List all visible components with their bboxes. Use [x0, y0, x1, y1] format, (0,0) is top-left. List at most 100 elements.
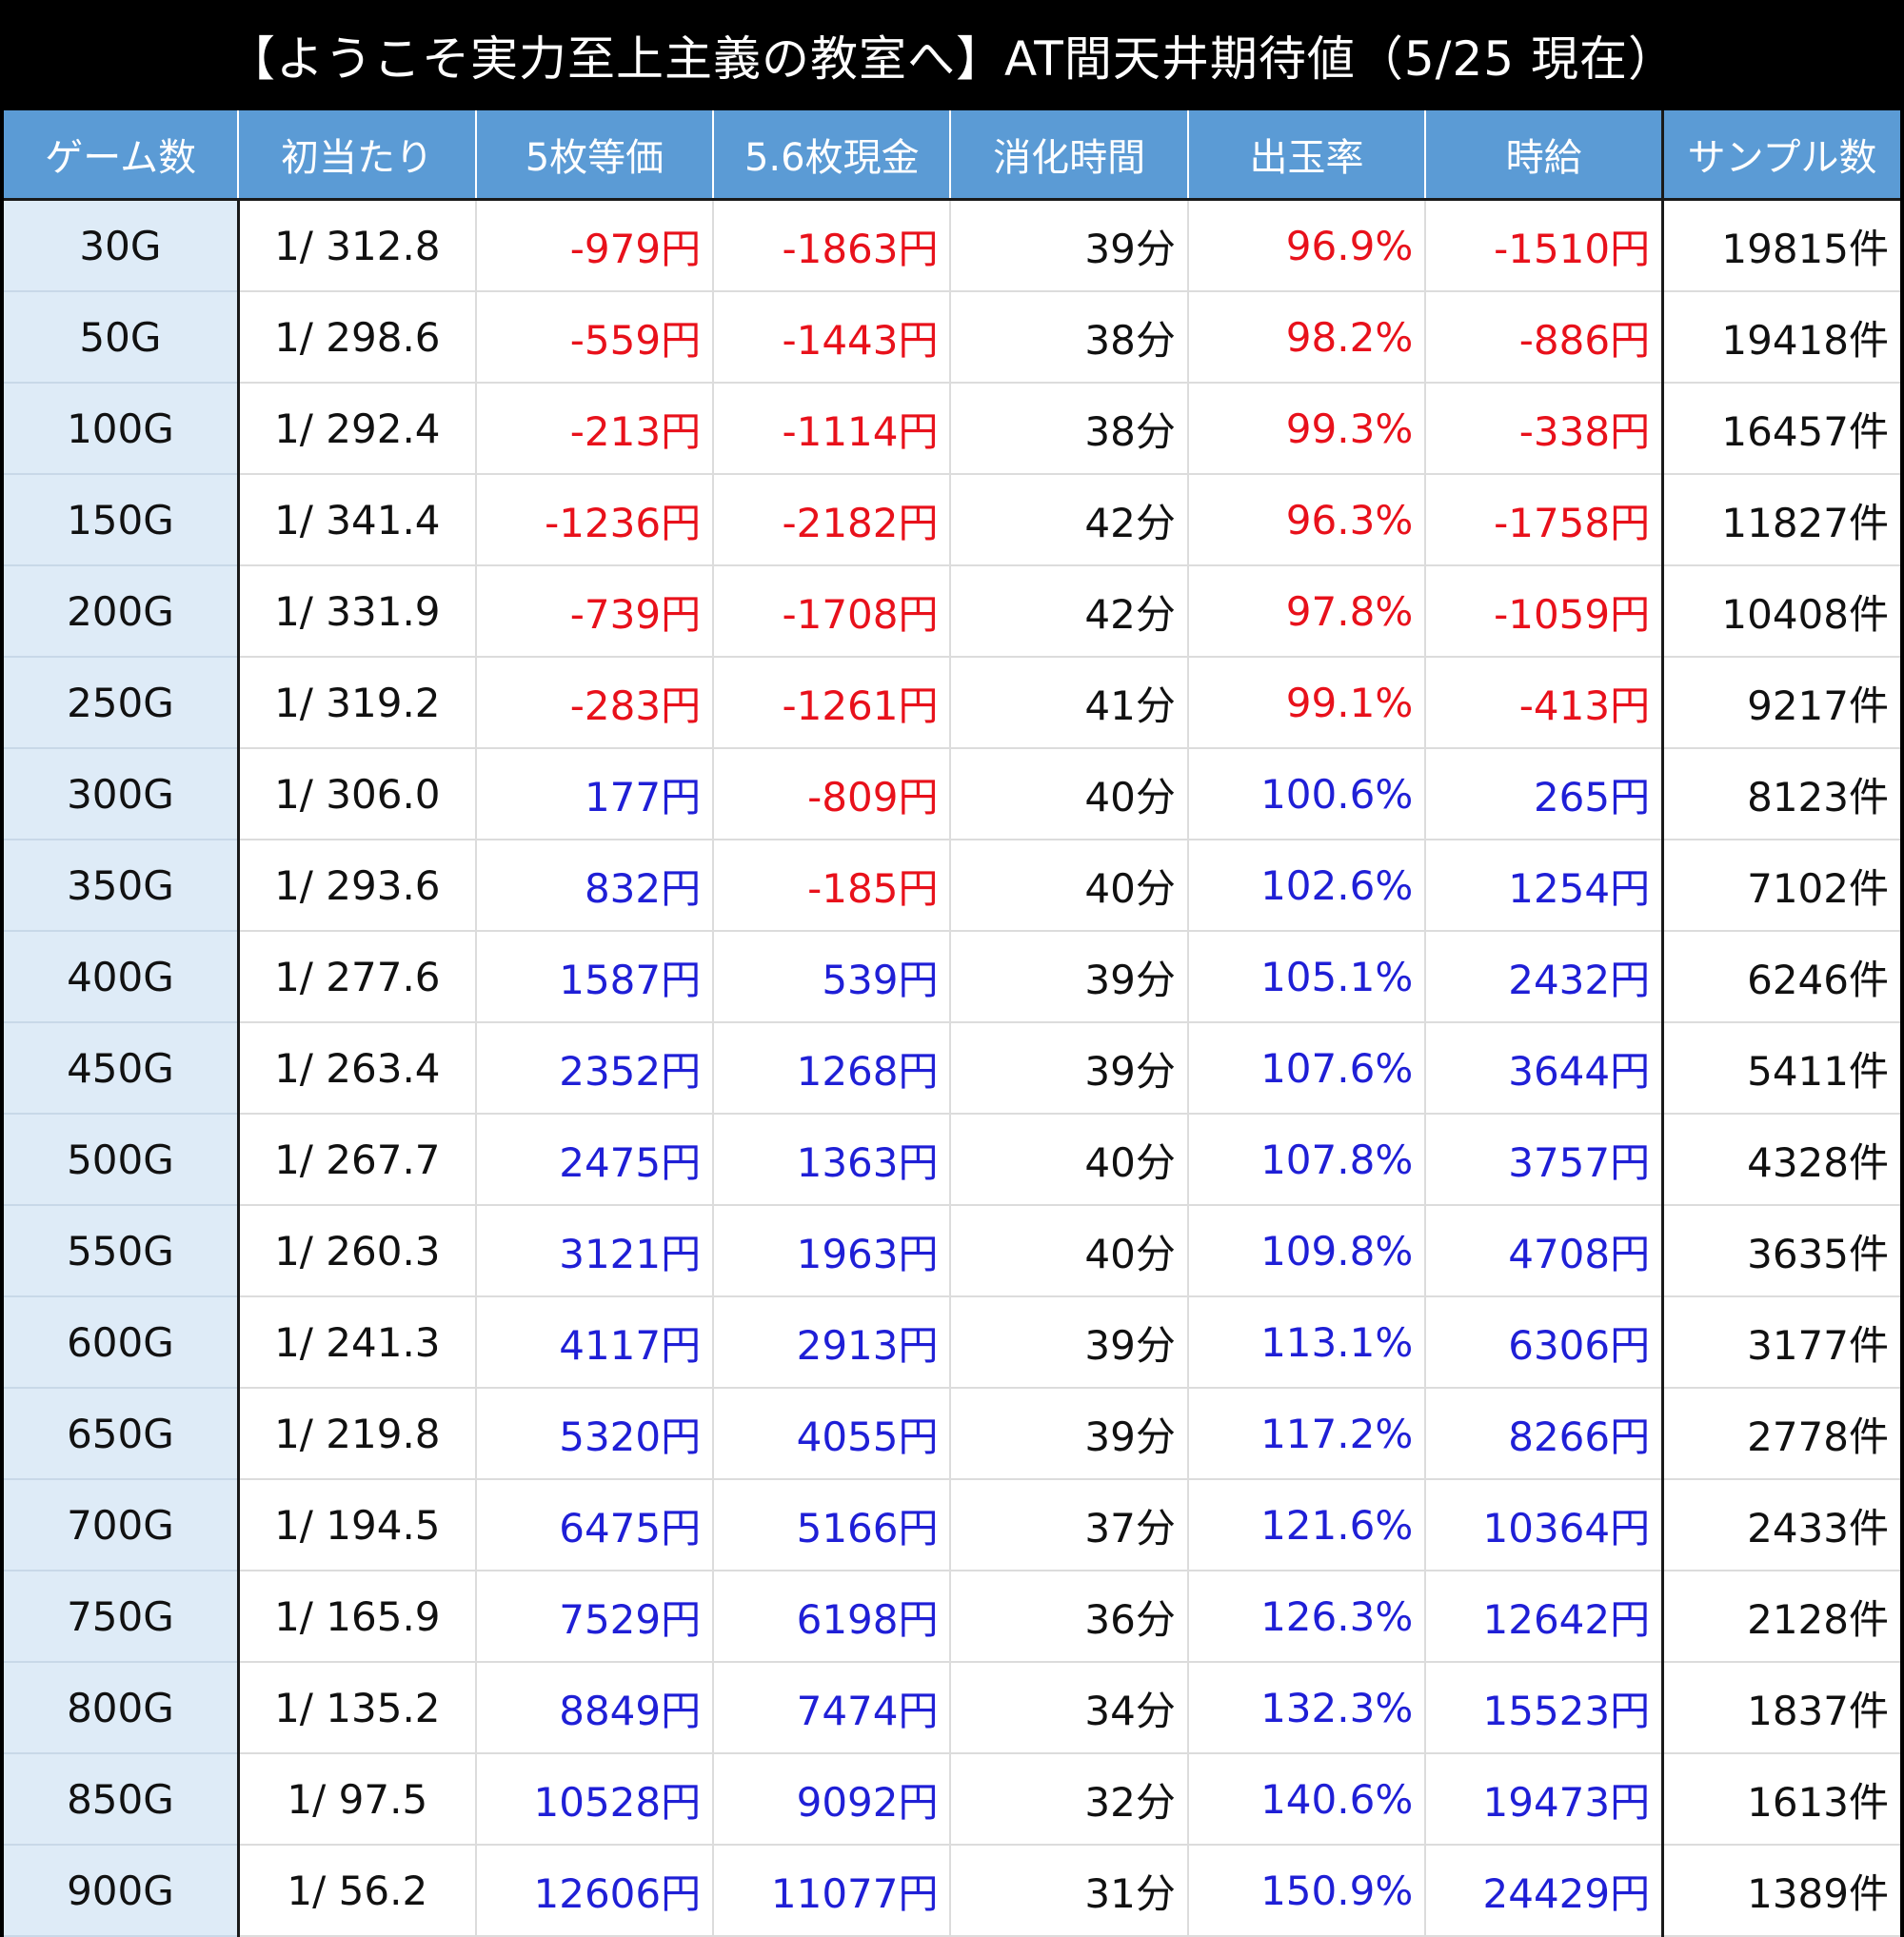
- payout-rate-cell: 126.3%: [1186, 1571, 1426, 1663]
- game-count-cell: 450G: [4, 1022, 240, 1115]
- header-sample-count: サンプル数: [1661, 110, 1900, 201]
- 5-6-coin-cash-cell: 7474円: [712, 1662, 951, 1754]
- game-count-cell: 50G: [4, 291, 240, 384]
- 5-coin-equal-cell: -1236円: [474, 474, 714, 566]
- payout-rate-cell: 107.6%: [1186, 1022, 1426, 1115]
- game-count-cell: 650G: [4, 1388, 240, 1480]
- header-game-count: ゲーム数: [4, 110, 239, 201]
- header-payout-rate: 出玉率: [1186, 110, 1426, 201]
- table-row: 150G 1/ 341.4 -1236円 -2182円 42分 96.3% -1758円 11…: [4, 474, 1900, 566]
- table-row: 650G 1/ 219.8 5320円 4055円 39分 117.2% 8266円 2778…: [4, 1388, 1900, 1480]
- first-hit-cell: 1/ 341.4: [237, 474, 476, 566]
- 5-6-coin-cash-cell: -809円: [712, 748, 951, 840]
- first-hit-cell: 1/ 306.0: [237, 748, 476, 840]
- play-time-cell: 39分: [949, 1388, 1188, 1480]
- payout-rate-cell: 113.1%: [1186, 1296, 1426, 1389]
- game-count-cell: 900G: [4, 1845, 240, 1937]
- hourly-wage-cell: 19473円: [1424, 1753, 1663, 1846]
- first-hit-cell: 1/ 267.7: [237, 1114, 476, 1206]
- 5-6-coin-cash-cell: 9092円: [712, 1753, 951, 1846]
- hourly-wage-cell: -886円: [1424, 291, 1663, 384]
- table-row: 100G 1/ 292.4 -213円 -1114円 38分 99.3% -338円 1645…: [4, 383, 1900, 475]
- first-hit-cell: 1/ 292.4: [237, 383, 476, 475]
- first-hit-cell: 1/ 298.6: [237, 291, 476, 384]
- table-row: 450G 1/ 263.4 2352円 1268円 39分 107.6% 3644円 5411…: [4, 1022, 1900, 1115]
- first-hit-cell: 1/ 56.2: [237, 1845, 476, 1937]
- first-hit-cell: 1/ 241.3: [237, 1296, 476, 1389]
- payout-rate-cell: 99.3%: [1186, 383, 1426, 475]
- play-time-cell: 40分: [949, 1205, 1188, 1297]
- table-row: 30G 1/ 312.8 -979円 -1863円 39分 96.9% -1510円 1981…: [4, 199, 1900, 292]
- first-hit-cell: 1/ 263.4: [237, 1022, 476, 1115]
- play-time-cell: 40分: [949, 840, 1188, 932]
- 5-6-coin-cash-cell: 11077円: [712, 1845, 951, 1937]
- hourly-wage-cell: 4708円: [1424, 1205, 1663, 1297]
- game-count-cell: 150G: [4, 474, 240, 566]
- sample-count-cell: 7102件: [1661, 840, 1900, 932]
- 5-coin-equal-cell: -979円: [474, 199, 714, 292]
- sample-count-cell: 11827件: [1661, 474, 1900, 566]
- game-count-cell: 750G: [4, 1571, 240, 1663]
- hourly-wage-cell: 12642円: [1424, 1571, 1663, 1663]
- 5-6-coin-cash-cell: 539円: [712, 931, 951, 1023]
- first-hit-cell: 1/ 277.6: [237, 931, 476, 1023]
- first-hit-cell: 1/ 331.9: [237, 565, 476, 658]
- sample-count-cell: 1613件: [1661, 1753, 1900, 1846]
- 5-6-coin-cash-cell: -1114円: [712, 383, 951, 475]
- hourly-wage-cell: -1510円: [1424, 199, 1663, 292]
- 5-coin-equal-cell: 5320円: [474, 1388, 714, 1480]
- payout-rate-cell: 121.6%: [1186, 1479, 1426, 1571]
- table-row: 200G 1/ 331.9 -739円 -1708円 42分 97.8% -1059円 104…: [4, 565, 1900, 658]
- play-time-cell: 38分: [949, 383, 1188, 475]
- first-hit-cell: 1/ 293.6: [237, 840, 476, 932]
- game-count-cell: 300G: [4, 748, 240, 840]
- sample-count-cell: 2778件: [1661, 1388, 1900, 1480]
- 5-coin-equal-cell: 8849円: [474, 1662, 714, 1754]
- hourly-wage-cell: 8266円: [1424, 1388, 1663, 1480]
- 5-coin-equal-cell: 10528円: [474, 1753, 714, 1846]
- hourly-wage-cell: 15523円: [1424, 1662, 1663, 1754]
- 5-6-coin-cash-cell: 4055円: [712, 1388, 951, 1480]
- play-time-cell: 31分: [949, 1845, 1188, 1937]
- hourly-wage-cell: 2432円: [1424, 931, 1663, 1023]
- 5-coin-equal-cell: 12606円: [474, 1845, 714, 1937]
- hourly-wage-cell: -1059円: [1424, 565, 1663, 658]
- sample-count-cell: 6246件: [1661, 931, 1900, 1023]
- payout-rate-cell: 132.3%: [1186, 1662, 1426, 1754]
- 5-coin-equal-cell: 7529円: [474, 1571, 714, 1663]
- hourly-wage-cell: 265円: [1424, 748, 1663, 840]
- 5-coin-equal-cell: 6475円: [474, 1479, 714, 1571]
- play-time-cell: 32分: [949, 1753, 1188, 1846]
- payout-rate-cell: 96.3%: [1186, 474, 1426, 566]
- 5-6-coin-cash-cell: 2913円: [712, 1296, 951, 1389]
- 5-6-coin-cash-cell: -2182円: [712, 474, 951, 566]
- 5-coin-equal-cell: -559円: [474, 291, 714, 384]
- hourly-wage-cell: -413円: [1424, 657, 1663, 749]
- sample-count-cell: 4328件: [1661, 1114, 1900, 1206]
- payout-rate-cell: 150.9%: [1186, 1845, 1426, 1937]
- first-hit-cell: 1/ 319.2: [237, 657, 476, 749]
- payout-rate-cell: 97.8%: [1186, 565, 1426, 658]
- payout-rate-cell: 107.8%: [1186, 1114, 1426, 1206]
- play-time-cell: 42分: [949, 565, 1188, 658]
- game-count-cell: 250G: [4, 657, 240, 749]
- 5-coin-equal-cell: 177円: [474, 748, 714, 840]
- game-count-cell: 100G: [4, 383, 240, 475]
- sample-count-cell: 5411件: [1661, 1022, 1900, 1115]
- 5-coin-equal-cell: -739円: [474, 565, 714, 658]
- table-row: 300G 1/ 306.0 177円 -809円 40分 100.6% 265円 8123件: [4, 748, 1900, 840]
- sample-count-cell: 8123件: [1661, 748, 1900, 840]
- play-time-cell: 34分: [949, 1662, 1188, 1754]
- game-count-cell: 30G: [4, 199, 240, 292]
- table-row: 550G 1/ 260.3 3121円 1963円 40分 109.8% 4708円 3635…: [4, 1205, 1900, 1297]
- 5-coin-equal-cell: -213円: [474, 383, 714, 475]
- 5-6-coin-cash-cell: 5166円: [712, 1479, 951, 1571]
- hourly-wage-cell: 6306円: [1424, 1296, 1663, 1389]
- header-5-coin-equal: 5枚等価: [474, 110, 714, 201]
- play-time-cell: 39分: [949, 1296, 1188, 1389]
- first-hit-cell: 1/ 97.5: [237, 1753, 476, 1846]
- page-title: 【ようこそ実力至上主義の教室へ】AT間天井期待値（5/25 現在）: [227, 31, 1677, 87]
- sample-count-cell: 10408件: [1661, 565, 1900, 658]
- play-time-cell: 39分: [949, 199, 1188, 292]
- game-count-cell: 600G: [4, 1296, 240, 1389]
